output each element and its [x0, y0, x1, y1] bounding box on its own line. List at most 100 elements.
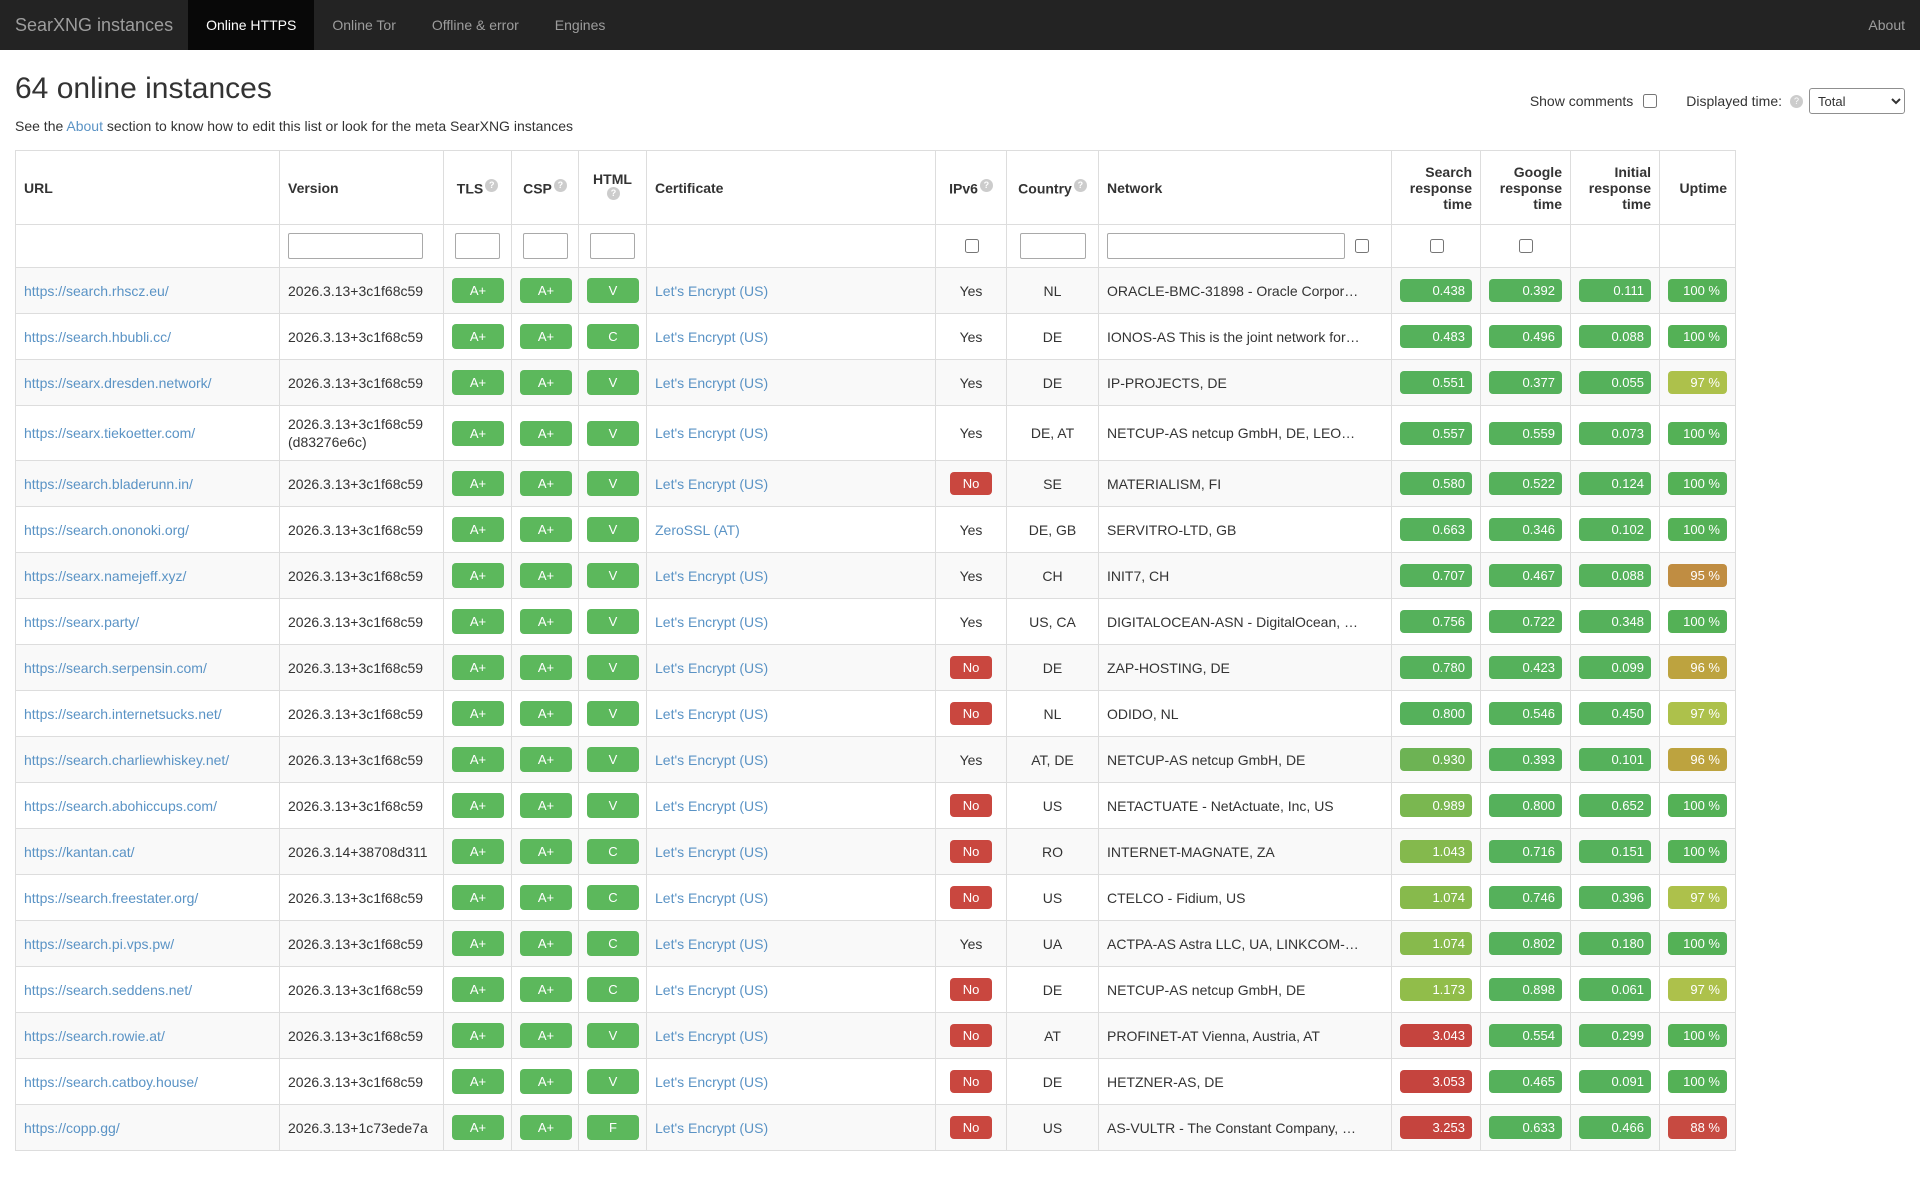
csp-grade-badge[interactable]: A+ [520, 420, 572, 446]
instance-url-link[interactable]: https://search.pi.vps.pw/ [24, 935, 175, 952]
instance-url-link[interactable]: https://search.abohiccups.com/ [24, 797, 217, 814]
csp-grade-badge[interactable]: A+ [520, 977, 572, 1002]
instance-url-link[interactable]: https://search.hbubli.cc/ [24, 328, 172, 345]
csp-grade-badge[interactable]: A+ [520, 885, 572, 910]
navbar-about-link[interactable]: About [1868, 17, 1905, 33]
csp-grade-badge[interactable]: A+ [520, 563, 572, 588]
csp-grade-badge[interactable]: A+ [520, 370, 572, 395]
csp-grade-badge[interactable]: A+ [520, 1069, 572, 1094]
displayed-time-select[interactable]: Total [1809, 88, 1905, 114]
html-grade-badge[interactable]: V [587, 471, 639, 496]
certificate-link[interactable]: Let's Encrypt (US) [655, 1027, 769, 1044]
tls-grade-badge[interactable]: A+ [452, 1023, 504, 1048]
tls-grade-badge[interactable]: A+ [452, 1069, 504, 1094]
html-grade-badge[interactable]: V [587, 563, 639, 588]
instance-url-link[interactable]: https://copp.gg/ [24, 1119, 120, 1136]
html-grade-badge[interactable]: F [587, 1115, 639, 1140]
csp-grade-badge[interactable]: A+ [520, 471, 572, 496]
country-help-icon[interactable]: ? [1073, 178, 1087, 192]
certificate-link[interactable]: Let's Encrypt (US) [655, 328, 769, 345]
instance-url-link[interactable]: https://search.rhscz.eu/ [24, 282, 169, 299]
tls-grade-badge[interactable]: A+ [452, 747, 504, 772]
html-grade-badge[interactable]: C [587, 885, 639, 910]
certificate-link[interactable]: Let's Encrypt (US) [655, 374, 769, 391]
network-filter-checkbox[interactable] [1355, 239, 1369, 253]
csp-grade-badge[interactable]: A+ [520, 517, 572, 542]
tls-grade-badge[interactable]: A+ [452, 701, 504, 726]
certificate-link[interactable]: Let's Encrypt (US) [655, 981, 769, 998]
html-grade-badge[interactable]: C [587, 931, 639, 956]
csp-grade-badge[interactable]: A+ [520, 278, 572, 303]
certificate-link[interactable]: Let's Encrypt (US) [655, 613, 769, 630]
tls-grade-badge[interactable]: A+ [452, 793, 504, 818]
tls-grade-badge[interactable]: A+ [452, 609, 504, 634]
ipv6-filter-checkbox[interactable] [964, 239, 979, 253]
tls-grade-badge[interactable]: A+ [452, 931, 504, 956]
tls-grade-badge[interactable]: A+ [452, 1115, 504, 1140]
tls-grade-badge[interactable]: A+ [452, 517, 504, 542]
instance-url-link[interactable]: https://search.serpensin.com/ [24, 659, 207, 676]
csp-grade-badge[interactable]: A+ [520, 839, 572, 864]
certificate-link[interactable]: ZeroSSL (AT) [655, 521, 740, 538]
instance-url-link[interactable]: https://searx.party/ [24, 613, 140, 630]
instance-url-link[interactable]: https://searx.dresden.network/ [24, 374, 212, 391]
csp-help-icon[interactable]: ? [553, 178, 567, 192]
certificate-link[interactable]: Let's Encrypt (US) [655, 659, 769, 676]
tls-grade-badge[interactable]: A+ [452, 977, 504, 1002]
certificate-link[interactable]: Let's Encrypt (US) [655, 751, 769, 768]
html-grade-badge[interactable]: V [587, 370, 639, 395]
tls-grade-badge[interactable]: A+ [452, 563, 504, 588]
version-filter-input[interactable] [288, 233, 423, 259]
show-comments-checkbox[interactable] [1643, 94, 1658, 108]
instance-url-link[interactable]: https://kantan.cat/ [24, 843, 135, 860]
instance-url-link[interactable]: https://search.freestater.org/ [24, 889, 199, 906]
google-time-filter-checkbox[interactable] [1519, 239, 1533, 253]
certificate-link[interactable]: Let's Encrypt (US) [655, 797, 769, 814]
tls-grade-badge[interactable]: A+ [452, 471, 504, 496]
html-grade-badge[interactable]: V [587, 278, 639, 303]
tls-grade-badge[interactable]: A+ [452, 278, 504, 303]
html-grade-badge[interactable]: C [587, 324, 639, 349]
csp-filter-input[interactable] [522, 233, 568, 259]
certificate-link[interactable]: Let's Encrypt (US) [655, 1073, 769, 1090]
tls-grade-badge[interactable]: A+ [452, 885, 504, 910]
certificate-link[interactable]: Let's Encrypt (US) [655, 425, 769, 441]
certificate-link[interactable]: Let's Encrypt (US) [655, 843, 769, 860]
certificate-link[interactable]: Let's Encrypt (US) [655, 705, 769, 722]
instance-url-link[interactable]: https://search.ononoki.org/ [24, 521, 189, 538]
html-grade-badge[interactable]: C [587, 977, 639, 1002]
html-grade-badge[interactable]: V [587, 1023, 639, 1048]
tls-filter-input[interactable] [455, 233, 500, 259]
tls-grade-badge[interactable]: A+ [452, 324, 504, 349]
html-grade-badge[interactable]: V [587, 420, 639, 446]
csp-grade-badge[interactable]: A+ [520, 701, 572, 726]
instance-url-link[interactable]: https://search.seddens.net/ [24, 981, 193, 998]
csp-grade-badge[interactable]: A+ [520, 931, 572, 956]
tls-help-icon[interactable]: ? [485, 178, 499, 192]
csp-grade-badge[interactable]: A+ [520, 655, 572, 680]
instance-url-link[interactable]: https://searx.tiekoetter.com/ [24, 425, 196, 441]
html-grade-badge[interactable]: V [587, 747, 639, 772]
html-grade-badge[interactable]: V [587, 517, 639, 542]
instance-url-link[interactable]: https://search.rowie.at/ [24, 1027, 165, 1044]
html-grade-badge[interactable]: V [587, 609, 639, 634]
tls-grade-badge[interactable]: A+ [452, 420, 504, 446]
ipv6-help-icon[interactable]: ? [979, 178, 993, 192]
certificate-link[interactable]: Let's Encrypt (US) [655, 1119, 769, 1136]
csp-grade-badge[interactable]: A+ [520, 324, 572, 349]
certificate-link[interactable]: Let's Encrypt (US) [655, 935, 769, 952]
instance-url-link[interactable]: https://searx.namejeff.xyz/ [24, 567, 187, 584]
html-help-icon[interactable]: ? [607, 186, 620, 200]
certificate-link[interactable]: Let's Encrypt (US) [655, 282, 769, 299]
certificate-link[interactable]: Let's Encrypt (US) [655, 475, 769, 492]
navbar-brand[interactable]: SearXNG instances [15, 15, 174, 35]
certificate-link[interactable]: Let's Encrypt (US) [655, 889, 769, 906]
tab-online-tor[interactable]: Online Tor [332, 17, 396, 33]
instance-url-link[interactable]: https://search.bladerunn.in/ [24, 475, 193, 492]
search-time-filter-checkbox[interactable] [1429, 239, 1444, 253]
csp-grade-badge[interactable]: A+ [520, 747, 572, 772]
html-grade-badge[interactable]: V [587, 655, 639, 680]
tls-grade-badge[interactable]: A+ [452, 655, 504, 680]
html-grade-badge[interactable]: V [587, 793, 639, 818]
csp-grade-badge[interactable]: A+ [520, 609, 572, 634]
